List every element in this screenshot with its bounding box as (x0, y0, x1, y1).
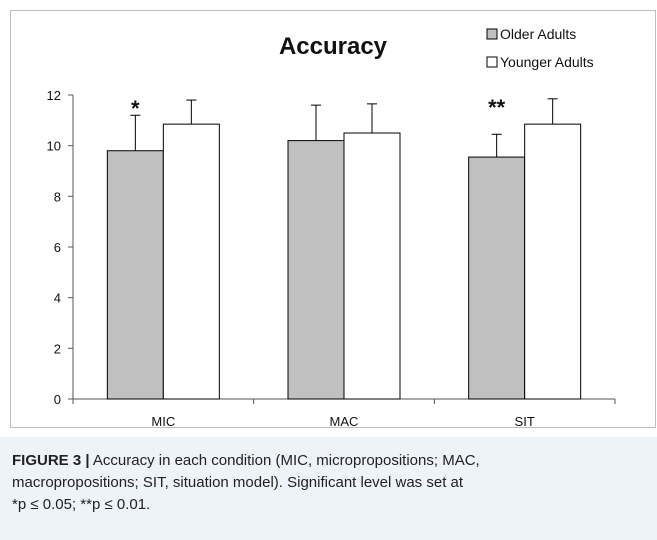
bar-mac-1 (343, 132, 401, 400)
significance-marker: ** (488, 95, 506, 120)
legend-swatch-0 (486, 28, 498, 40)
bar-sit-0 (468, 156, 526, 400)
bar-mic-1 (162, 123, 220, 400)
y-tick-label: 6 (54, 240, 61, 255)
x-tick-label: MAC (330, 414, 359, 427)
bar-mac-0 (287, 140, 345, 400)
y-tick-label: 0 (54, 392, 61, 407)
y-tick-label: 10 (47, 139, 61, 154)
chart-frame: Accuracy Older Adults Younger Adults 0 2 4 6 8 1… (10, 10, 656, 428)
y-tick-label: 8 (54, 189, 61, 204)
bar-mic-0 (106, 150, 164, 400)
y-tick-label: 12 (47, 88, 61, 103)
x-tick-label: SIT (515, 414, 535, 427)
bar-sit-1 (524, 123, 582, 400)
caption-label: FIGURE 3 | (12, 452, 90, 469)
y-tick-label: 2 (54, 341, 61, 356)
x-tick-label: MIC (151, 414, 175, 427)
caption-line-1: Accuracy in each condition (MIC, micropr… (89, 452, 480, 469)
legend-swatch-1 (486, 56, 498, 68)
figure-caption: FIGURE 3 | Accuracy in each condition (M… (0, 437, 657, 540)
legend-label-1: Younger Adults (500, 54, 594, 70)
caption-line-3: *p ≤ 0.05; **p ≤ 0.01. (12, 496, 151, 513)
chart-title: Accuracy (279, 33, 388, 60)
y-tick-label: 4 (54, 291, 61, 306)
significance-marker: * (131, 96, 140, 121)
legend-label-0: Older Adults (500, 26, 576, 42)
caption-line-2: macropropositions; SIT, situation model)… (12, 474, 464, 491)
bar-chart: Accuracy Older Adults Younger Adults 0 2 4 6 8 1… (47, 26, 616, 427)
